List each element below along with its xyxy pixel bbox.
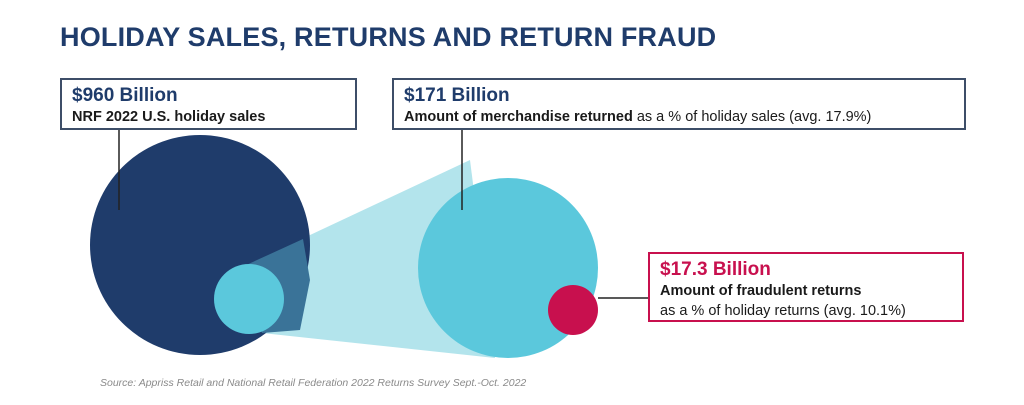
fraud-circle — [548, 285, 598, 335]
page-title: HOLIDAY SALES, RETURNS AND RETURN FRAUD — [60, 22, 717, 52]
source-note: Source: Appriss Retail and National Reta… — [100, 377, 527, 389]
returns-amount: $171 Billion — [404, 85, 510, 106]
returns-small-circle — [214, 264, 284, 334]
fraud-description-bold: Amount of fraudulent returns — [660, 283, 862, 299]
fraud-callout: $17.3 Billion Amount of fraudulent retur… — [648, 252, 964, 322]
sales-amount: $960 Billion — [72, 85, 178, 106]
returns-description-rest: as a % of holiday sales (avg. 17.9%) — [632, 109, 872, 125]
fraud-amount: $17.3 Billion — [660, 259, 771, 280]
returns-description-bold: Amount of merchandise returned — [404, 109, 633, 125]
sales-description: NRF 2022 U.S. holiday sales — [72, 109, 266, 125]
sales-callout: $960 Billion NRF 2022 U.S. holiday sales — [60, 78, 357, 130]
returns-description: Amount of merchandise returned as a % of… — [404, 107, 954, 127]
fraud-description-line2: as a % of holiday returns (avg. 10.1%) — [660, 303, 906, 319]
returns-callout: $171 Billion Amount of merchandise retur… — [392, 78, 966, 130]
